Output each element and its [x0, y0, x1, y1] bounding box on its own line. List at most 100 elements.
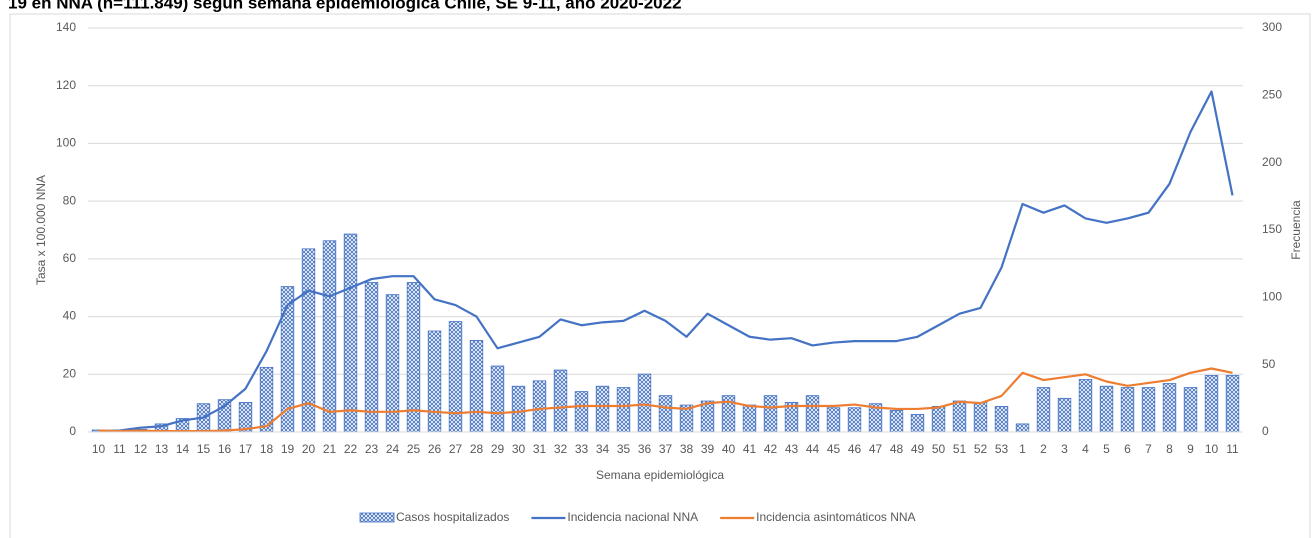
chart-title: 19 en NNA (n=111.849) según semana epide…: [8, 0, 682, 12]
y2-tick-label: 200: [1262, 155, 1282, 169]
y2-tick-label: 100: [1262, 290, 1282, 304]
x-tick-label: 11: [113, 442, 126, 456]
legend-swatch: [359, 512, 395, 523]
x-tick-label: 4: [1082, 442, 1089, 456]
line: [98, 90, 1234, 433]
x-tick-label: 7: [1145, 442, 1152, 456]
x-tick-label: 35: [617, 442, 631, 456]
bar: [1204, 375, 1219, 433]
x-tick-label: 51: [953, 442, 967, 456]
x-tick-label: 48: [890, 442, 904, 456]
y2-axis-title: Frecuencia: [1289, 200, 1303, 260]
x-tick-label: 13: [155, 442, 169, 456]
x-tick-label: 1: [1019, 442, 1026, 456]
x-axis-title: Semana epidemiológica: [596, 468, 724, 482]
bar: [847, 407, 862, 433]
x-tick-label: 49: [911, 442, 925, 456]
bar: [994, 406, 1009, 433]
x-tick-label: 25: [407, 442, 421, 456]
x-tick-label: 3: [1061, 442, 1068, 456]
bar: [469, 340, 484, 433]
x-tick-label: 12: [134, 442, 148, 456]
bar: [973, 401, 988, 433]
x-tick-label: 28: [470, 442, 484, 456]
x-tick-label: 15: [197, 442, 211, 456]
x-tick-label: 37: [659, 442, 673, 456]
bar: [1162, 383, 1177, 433]
bar: [1099, 385, 1114, 433]
bar: [616, 387, 631, 433]
y-tick-label: 100: [56, 136, 76, 150]
y2-tick-label: 250: [1262, 88, 1282, 102]
bar: [322, 240, 337, 433]
x-tick-label: 26: [428, 442, 442, 456]
x-tick-label: 42: [764, 442, 778, 456]
x-tick-label: 2: [1040, 442, 1047, 456]
y-tick-label: 0: [69, 424, 76, 438]
x-tick-label: 33: [575, 442, 589, 456]
bar: [448, 321, 463, 433]
y-tick-label: 140: [56, 20, 76, 34]
y-tick-label: 60: [63, 251, 77, 265]
bar: [343, 233, 358, 433]
bar: [1036, 387, 1051, 433]
y-tick-label: 80: [63, 193, 77, 207]
bar: [364, 282, 379, 433]
y2-tick-label: 0: [1262, 424, 1269, 438]
y-tick-label: 120: [56, 78, 76, 92]
y2-tick-label: 150: [1262, 222, 1282, 236]
bar: [553, 369, 568, 433]
x-tick-label: 44: [806, 442, 820, 456]
x-tick-label: 8: [1166, 442, 1173, 456]
bar: [511, 385, 526, 433]
x-tick-label: 21: [323, 442, 337, 456]
bar: [217, 399, 232, 433]
bar: [427, 330, 442, 433]
y-axis-title: Tasa x 100.000 NNA: [34, 175, 48, 285]
x-tick-label: 36: [638, 442, 652, 456]
bar: [826, 407, 841, 433]
legend-label: Casos hospitalizados: [396, 510, 509, 524]
x-tick-label: 46: [848, 442, 862, 456]
y-tick-label: 40: [63, 309, 77, 323]
x-tick-label: 32: [554, 442, 568, 456]
x-tick-label: 16: [218, 442, 232, 456]
bar: [532, 380, 547, 433]
chart-frame: [9, 13, 1311, 538]
bar: [763, 395, 778, 433]
legend-label: Incidencia nacional NNA: [567, 510, 698, 524]
bar: [1225, 375, 1240, 433]
bar: [805, 395, 820, 433]
bar: [490, 365, 505, 433]
x-tick-label: 50: [932, 442, 946, 456]
x-tick-label: 20: [302, 442, 316, 456]
x-tick-label: 9: [1187, 442, 1194, 456]
x-tick-label: 5: [1103, 442, 1110, 456]
x-tick-label: 29: [491, 442, 505, 456]
x-tick-label: 10: [1205, 442, 1219, 456]
y2-tick-label: 50: [1262, 357, 1276, 371]
bar: [595, 385, 610, 433]
bar: [1015, 423, 1030, 433]
x-tick-label: 24: [386, 442, 400, 456]
y2-tick-label: 300: [1262, 20, 1282, 34]
bar: [910, 414, 925, 433]
x-tick-label: 27: [449, 442, 463, 456]
line: [98, 367, 1233, 433]
x-tick-label: 31: [533, 442, 547, 456]
x-tick-label: 52: [974, 442, 988, 456]
bar: [700, 400, 715, 433]
bar: [1141, 387, 1156, 433]
x-tick-label: 30: [512, 442, 526, 456]
bar: [931, 406, 946, 433]
bar: [1120, 387, 1135, 433]
legend-label: Incidencia asintomáticos NNA: [756, 510, 915, 524]
x-tick-label: 34: [596, 442, 610, 456]
x-tick-label: 11: [1226, 442, 1239, 456]
x-tick-label: 40: [722, 442, 736, 456]
x-tick-label: 17: [239, 442, 253, 456]
x-tick-label: 39: [701, 442, 715, 456]
y-tick-label: 20: [63, 366, 77, 380]
x-tick-label: 6: [1124, 442, 1131, 456]
